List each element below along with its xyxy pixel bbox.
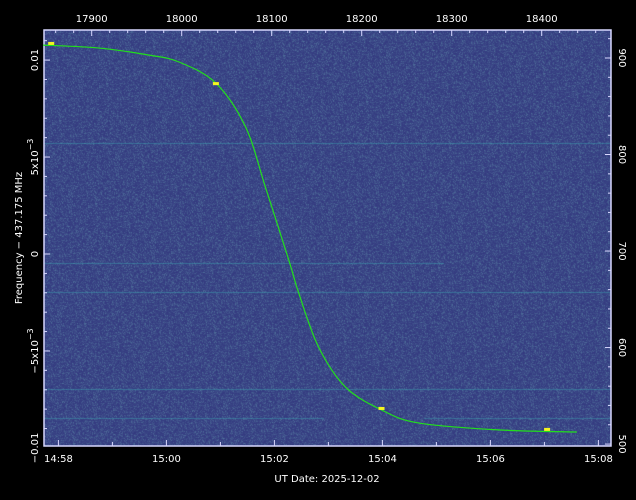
top-tick-label: 17900 xyxy=(76,14,108,25)
top-tick-label: 18200 xyxy=(346,14,378,25)
signal-detection xyxy=(544,427,551,431)
top-tick-label: 18000 xyxy=(166,14,198,25)
bottom-tick-label: 15:00 xyxy=(152,454,181,465)
top-tick-label: 18400 xyxy=(526,14,558,25)
bottom-tick-label: 15:08 xyxy=(584,454,613,465)
bottom-tick-label: 15:06 xyxy=(476,454,505,465)
right-tick-label: 700 xyxy=(616,241,627,260)
right-tick-label: 800 xyxy=(616,145,627,164)
top-tick-label: 18300 xyxy=(436,14,468,25)
left-tick-label: 0 xyxy=(30,251,41,257)
signal-detection xyxy=(48,41,55,45)
bottom-tick-label: 15:04 xyxy=(368,454,397,465)
right-tick-label: 900 xyxy=(616,48,627,67)
left-tick-label: −0.01 xyxy=(30,433,41,464)
signal-detection xyxy=(212,82,219,86)
exponent: −3 xyxy=(26,139,35,151)
right-tick-label: 600 xyxy=(616,338,627,357)
bottom-tick-label: 14:58 xyxy=(44,454,73,465)
plot-frame xyxy=(43,29,612,447)
exponent: −3 xyxy=(26,328,35,340)
y-axis-label: Frequency − 437.175 MHz xyxy=(14,172,25,304)
top-tick-label: 18100 xyxy=(256,14,288,25)
x-axis-label: UT Date: 2025-12-02 xyxy=(274,474,379,485)
bottom-tick-label: 15:02 xyxy=(260,454,289,465)
signal-detection xyxy=(378,406,385,410)
left-tick-label: −5x10−3 xyxy=(26,328,41,373)
spectrogram-background xyxy=(44,30,611,446)
doppler-curve xyxy=(43,44,577,433)
right-tick-label: 500 xyxy=(616,435,627,454)
left-tick-label: 5x10−3 xyxy=(26,139,41,176)
left-tick-label: 0.01 xyxy=(30,49,41,71)
